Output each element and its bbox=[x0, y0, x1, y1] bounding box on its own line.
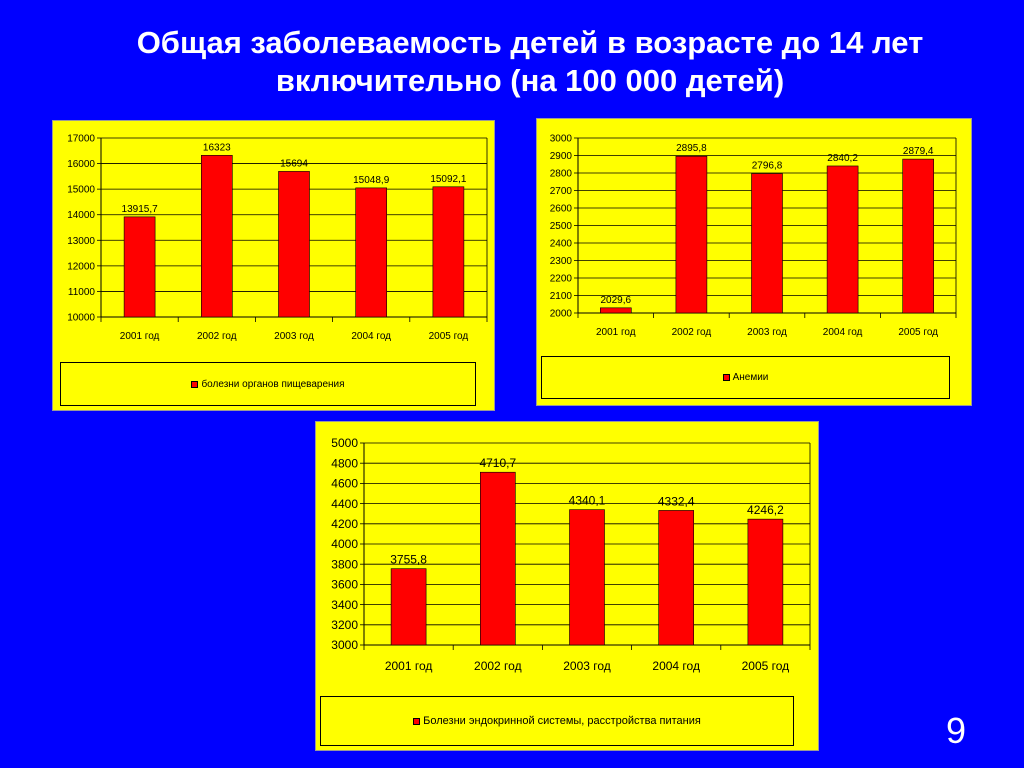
y-tick-label: 14000 bbox=[67, 210, 95, 221]
bar-anemia-3 bbox=[826, 165, 859, 314]
y-tick-label: 13000 bbox=[67, 236, 95, 247]
x-tick-label: 2002 год bbox=[672, 327, 712, 338]
y-tick-label: 2000 bbox=[550, 309, 573, 320]
legend-anemia: Анемии bbox=[541, 356, 950, 399]
data-label: 4332,4 bbox=[658, 494, 695, 508]
x-tick-label: 2002 год bbox=[474, 659, 522, 673]
bar-endocrine-2 bbox=[569, 509, 605, 646]
data-label: 2840,2 bbox=[827, 153, 858, 164]
data-label: 2879,4 bbox=[903, 146, 934, 157]
y-tick-label: 15000 bbox=[67, 185, 95, 196]
y-tick-label: 2600 bbox=[550, 204, 573, 215]
data-label: 15694 bbox=[280, 158, 308, 169]
data-label: 15092,1 bbox=[430, 174, 467, 185]
bar-endocrine-4 bbox=[747, 518, 784, 646]
legend-label: Анемии bbox=[732, 372, 769, 383]
data-label: 4340,1 bbox=[569, 494, 606, 508]
bar-anemia-2 bbox=[751, 173, 783, 314]
x-tick-label: 2005 год bbox=[429, 331, 469, 342]
y-tick-label: 2500 bbox=[550, 221, 573, 232]
x-tick-label: 2001 год bbox=[596, 327, 636, 338]
bar-endocrine-0 bbox=[390, 568, 427, 646]
bar-digestive-0 bbox=[123, 216, 156, 318]
y-tick-label: 2700 bbox=[550, 186, 573, 197]
chart-digestive: 10000 11000 12000 13000 14000 15000 16000 17000… bbox=[67, 134, 488, 342]
y-tick-label: 2200 bbox=[550, 274, 573, 285]
y-tick-label: 12000 bbox=[67, 261, 95, 272]
x-tick-label: 2004 год bbox=[351, 331, 391, 342]
slide-title: Общая заболеваемость детей в возрасте до… bbox=[0, 24, 1024, 100]
slide-title-line-1: Общая заболеваемость детей в возрасте до… bbox=[136, 25, 924, 60]
legend-label: болезни органов пищеварения bbox=[201, 378, 345, 390]
y-tick-label: 2900 bbox=[550, 151, 573, 162]
data-label: 4710,7 bbox=[479, 456, 516, 470]
x-tick-label: 2001 год bbox=[120, 331, 160, 342]
y-tick-label: 10000 bbox=[67, 313, 95, 324]
x-tick-label: 2004 год bbox=[652, 659, 700, 673]
chart-panel-endocrine: 3000 3200 3400 3600 3800 4000 4200 4400 4600 4800… bbox=[315, 421, 819, 751]
bar-digestive-1 bbox=[201, 155, 233, 318]
chart-panel-digestive: 10000 11000 12000 13000 14000 15000 16000 17000… bbox=[52, 120, 495, 411]
x-tick-label: 2003 год bbox=[563, 659, 611, 673]
data-label: 4246,2 bbox=[747, 503, 784, 517]
data-label: 3755,8 bbox=[390, 553, 427, 567]
x-tick-label: 2002 год bbox=[197, 331, 237, 342]
bar-anemia-1 bbox=[675, 155, 708, 314]
y-tick-label: 3200 bbox=[331, 618, 358, 632]
y-tick-label: 3400 bbox=[331, 598, 358, 612]
data-label: 2895,8 bbox=[676, 143, 707, 154]
bar-endocrine-1 bbox=[480, 471, 516, 646]
data-label: 15048,9 bbox=[353, 175, 390, 186]
bar-digestive-2 bbox=[278, 171, 310, 318]
y-tick-label: 4200 bbox=[331, 517, 358, 531]
bar-anemia-4 bbox=[902, 158, 935, 314]
x-tick-label: 2001 год bbox=[385, 659, 433, 673]
bar-anemia-0 bbox=[599, 307, 632, 314]
legend-swatch bbox=[413, 717, 421, 725]
chart-endocrine: 3000 3200 3400 3600 3800 4000 4200 4400 4600 4800… bbox=[331, 436, 811, 673]
y-tick-label: 11000 bbox=[68, 287, 96, 298]
data-label: 16323 bbox=[203, 142, 231, 153]
x-tick-label: 2004 год bbox=[823, 327, 863, 338]
x-tick-label: 2005 год bbox=[742, 659, 790, 673]
y-tick-label: 2300 bbox=[550, 256, 573, 267]
data-label: 13915,7 bbox=[122, 204, 159, 215]
y-tick-label: 5000 bbox=[331, 436, 358, 450]
bar-digestive-4 bbox=[432, 186, 465, 318]
y-tick-label: 17000 bbox=[67, 134, 95, 145]
legend-endocrine: Болезни эндокринной системы, расстройств… bbox=[320, 696, 794, 746]
y-tick-label: 2400 bbox=[550, 239, 573, 250]
x-tick-label: 2005 год bbox=[898, 327, 938, 338]
y-tick-label: 3000 bbox=[550, 134, 573, 145]
chart-panel-anemia: 2000 2100 2200 2300 2400 2500 2600 2700 2800 2900… bbox=[536, 118, 972, 406]
y-tick-label: 4600 bbox=[331, 477, 358, 491]
y-tick-label: 3000 bbox=[331, 638, 358, 652]
y-tick-label: 2100 bbox=[550, 291, 573, 302]
data-label: 2029,6 bbox=[601, 295, 632, 306]
y-tick-label: 3800 bbox=[331, 557, 358, 571]
data-label: 2796,8 bbox=[752, 161, 783, 172]
legend-digestive: болезни органов пищеварения bbox=[60, 362, 476, 406]
chart-anemia: 2000 2100 2200 2300 2400 2500 2600 2700 2800 2900… bbox=[550, 134, 957, 338]
y-tick-label: 3600 bbox=[331, 578, 358, 592]
x-tick-label: 2003 год bbox=[274, 331, 314, 342]
legend-swatch bbox=[722, 374, 730, 381]
y-tick-label: 4000 bbox=[331, 537, 358, 551]
y-tick-label: 4400 bbox=[331, 497, 358, 511]
x-tick-label: 2003 год bbox=[747, 327, 787, 338]
slide-title-line-2: включительно (на 100 000 детей) bbox=[275, 63, 785, 98]
bar-endocrine-3 bbox=[658, 510, 695, 646]
legend-swatch bbox=[191, 380, 199, 388]
bar-digestive-3 bbox=[355, 187, 388, 318]
y-tick-label: 16000 bbox=[67, 159, 95, 170]
y-tick-label: 2800 bbox=[550, 169, 573, 180]
slide-number: 9 bbox=[945, 710, 966, 751]
legend-label: Болезни эндокринной системы, расстройств… bbox=[423, 715, 701, 727]
y-tick-label: 4800 bbox=[331, 456, 358, 470]
